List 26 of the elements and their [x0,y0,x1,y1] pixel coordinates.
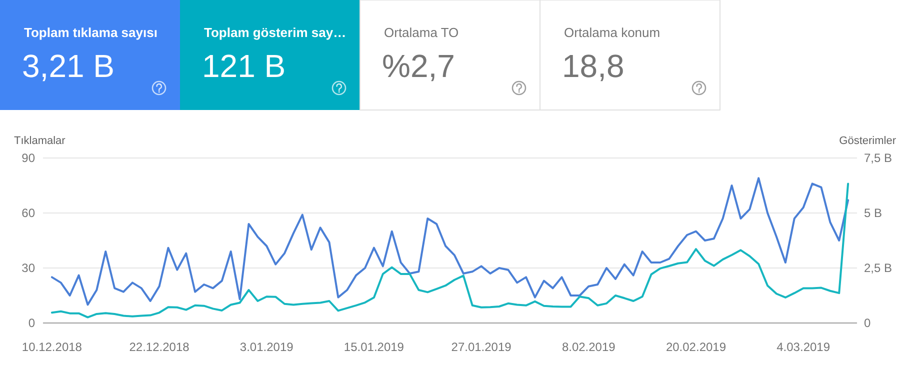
x-tick-label: 20.02.2019 [666,340,726,354]
category-label: Toplam gösterim say… [204,25,346,40]
x-tick-label: 27.01.2019 [451,340,512,354]
x-tick-label: 15.01.2019 [344,340,404,354]
x-tick-label: 8.02.2019 [562,340,616,354]
text: %2,7 [382,48,455,84]
y-axis-title: Tıklamalar [14,135,66,147]
text: 3,21 B [22,48,115,84]
y2-tick-label: 2,5 B [864,261,892,275]
category-label: Ortalama TO [384,25,459,40]
category-label: Toplam tıklama sayısı [24,25,158,40]
y2-tick-label: 5 B [864,206,882,220]
y-tick-label: 30 [22,261,36,275]
x-tick-label: 3.01.2019 [240,340,294,354]
y-tick-label: 0 [28,316,36,330]
category-label: Ortalama konum [564,25,660,40]
x-tick-label: 10.12.2018 [22,340,82,354]
y-tick-label: 90 [22,151,36,165]
x-tick-label: 22.12.2018 [129,340,190,354]
y2-axis-title: Gösterimler [839,135,896,147]
y-tick-label: 60 [22,206,36,220]
text: 18,8 [562,48,624,84]
text: 121 B [202,48,286,84]
y2-tick-label: 0 [864,316,871,330]
x-tick-label: 4.03.2019 [776,340,830,354]
y2-tick-label: 7,5 B [864,151,892,165]
